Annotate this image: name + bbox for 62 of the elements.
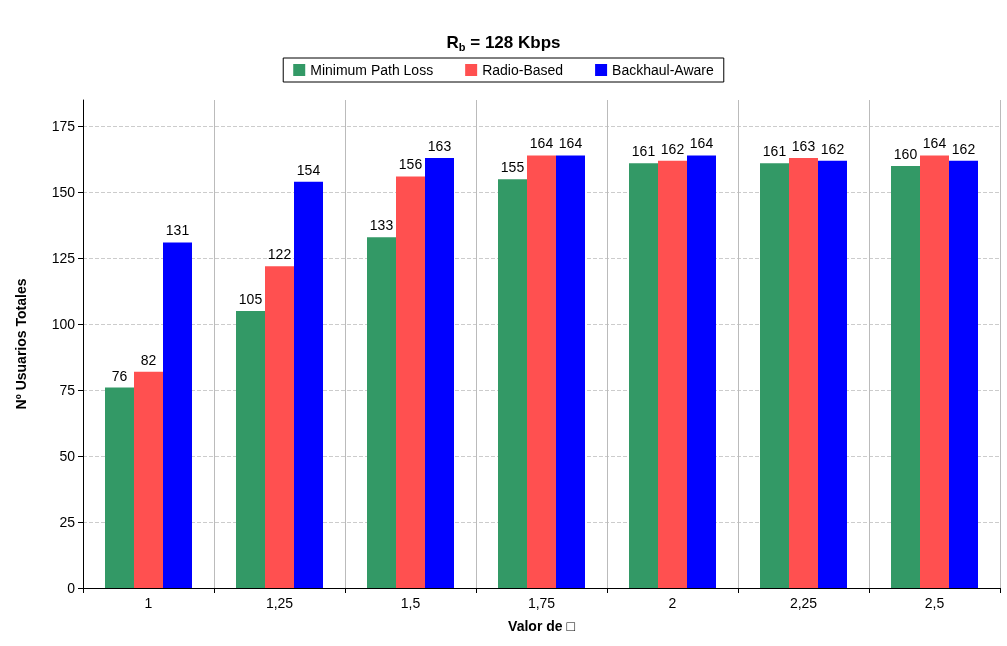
bar	[658, 160, 687, 588]
y-tick-label: 75	[59, 382, 76, 399]
bar	[760, 163, 789, 588]
y-tick-label: 50	[59, 448, 76, 465]
bar	[818, 160, 847, 588]
bar	[556, 155, 585, 588]
bar	[891, 165, 920, 588]
bar	[920, 155, 949, 588]
x-tick-label: 2,5	[924, 595, 945, 611]
data-label: 161	[762, 143, 787, 160]
data-label: 133	[369, 217, 394, 234]
bar	[294, 181, 323, 588]
bar	[527, 155, 556, 588]
data-label: 162	[951, 140, 976, 157]
bar	[367, 237, 396, 588]
bar	[265, 266, 294, 588]
bar	[425, 158, 454, 588]
data-label: 82	[140, 351, 157, 368]
bar	[134, 371, 163, 588]
x-tick-label: 1	[144, 595, 153, 611]
y-tick-label: 125	[51, 250, 76, 267]
data-label: 164	[558, 135, 583, 152]
data-label: 156	[398, 156, 423, 173]
y-tick-label: 100	[51, 316, 76, 333]
data-label: 164	[529, 135, 554, 152]
x-tick-label: 1,25	[265, 595, 294, 611]
x-axis-title: Valor de □	[508, 618, 576, 634]
data-label: 122	[267, 246, 292, 263]
bar	[163, 242, 192, 588]
bar	[498, 179, 527, 588]
data-label: 162	[660, 140, 685, 157]
data-label: 131	[165, 222, 190, 239]
legend-label: Radio-Based	[482, 62, 564, 78]
legend-label: Backhaul-Aware	[612, 62, 714, 78]
data-label: 76	[111, 367, 128, 384]
data-label: 161	[631, 143, 656, 160]
bar	[629, 163, 658, 588]
data-label: 163	[791, 138, 816, 155]
legend-label: Minimum Path Loss	[310, 62, 434, 78]
data-label: 154	[296, 161, 321, 178]
bar	[396, 176, 425, 588]
bar	[236, 311, 265, 588]
x-tick-label: 2,25	[789, 595, 818, 611]
y-tick-label: 0	[67, 580, 76, 596]
x-tick-label: 2	[668, 595, 677, 611]
bar	[789, 158, 818, 588]
y-tick-label: 150	[51, 184, 76, 201]
data-label: 155	[500, 159, 525, 176]
data-label: 163	[427, 138, 452, 155]
x-tick-label: 1,75	[527, 595, 556, 611]
data-label: 162	[820, 140, 845, 157]
data-label: 160	[893, 145, 918, 162]
bar	[949, 160, 978, 588]
bar	[687, 155, 716, 588]
data-label: 164	[689, 135, 714, 152]
bar	[105, 387, 134, 588]
x-tick-label: 1,5	[400, 595, 421, 611]
data-label: 105	[238, 291, 263, 308]
y-tick-label: 175	[51, 118, 76, 135]
data-label: 164	[922, 135, 947, 152]
y-tick-label: 25	[59, 514, 76, 531]
y-axis-title: Nº Usuarios Totales	[13, 278, 29, 410]
